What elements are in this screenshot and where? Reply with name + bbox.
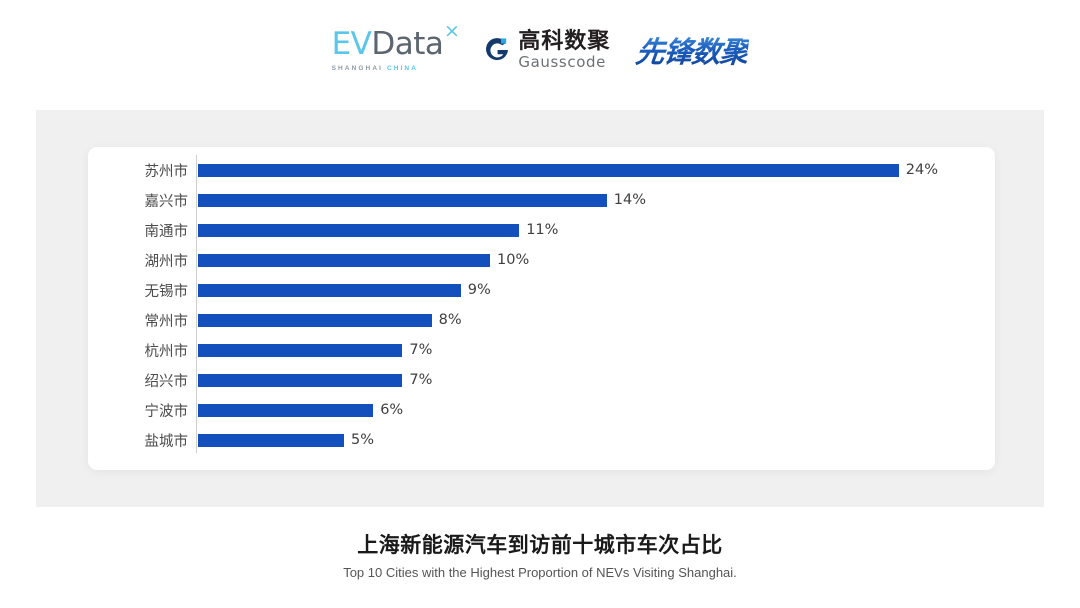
chart-bar[interactable] bbox=[198, 403, 374, 417]
chart-bar[interactable] bbox=[198, 253, 490, 267]
chart-bar-value: 24% bbox=[905, 162, 939, 178]
chart-bar-value: 6% bbox=[380, 402, 404, 418]
chart-axis-line bbox=[196, 155, 197, 453]
chart-bar-group: 5% bbox=[198, 425, 374, 455]
chart-row-label: 嘉兴市 bbox=[144, 193, 189, 210]
chart-rows: 苏州市 24% 嘉兴市 14% 南通市 11% 湖州市 10% 无锡市 9% 常州市 8% 杭州市 7% 绍… bbox=[88, 155, 995, 455]
chart-bar-value: 8% bbox=[438, 312, 462, 328]
chart-row: 盐城市 5% bbox=[88, 425, 995, 455]
gausscode-en-text: Gausscode bbox=[518, 52, 606, 71]
gausscode-logo: 高科数聚 Gausscode bbox=[483, 28, 611, 71]
chart-bar-value: 11% bbox=[526, 222, 559, 238]
chart-row: 嘉兴市 14% bbox=[88, 185, 995, 215]
chart-bar[interactable] bbox=[198, 223, 520, 237]
chart-bar-group: 7% bbox=[198, 335, 432, 365]
chart-row: 湖州市 10% bbox=[88, 245, 995, 275]
chart-bar-value: 14% bbox=[613, 192, 647, 208]
chart-row-label: 湖州市 bbox=[144, 253, 189, 270]
caption-subtitle: Top 10 Cities with the Highest Proportio… bbox=[343, 565, 737, 581]
chart-bar-group: 10% bbox=[198, 245, 529, 275]
chart-row-label: 宁波市 bbox=[144, 403, 189, 420]
chart-bar-group: 11% bbox=[198, 215, 558, 245]
logo-bar: EVData × SHANGHAI CHINA 高科数聚 Gausscode 先… bbox=[0, 21, 1080, 78]
chart-bar-value: 10% bbox=[497, 252, 530, 268]
chart-bar-value: 7% bbox=[409, 342, 433, 358]
chart-row-label: 南通市 bbox=[144, 223, 189, 240]
chart-caption: 上海新能源汽车到访前十城市车次占比 Top 10 Cities with the… bbox=[0, 532, 1080, 581]
chart-row: 无锡市 9% bbox=[88, 275, 995, 305]
chart-row: 绍兴市 7% bbox=[88, 365, 995, 395]
evdata-wordmark: EVData × bbox=[331, 21, 460, 62]
chart-bar[interactable] bbox=[198, 193, 607, 207]
chart-bar[interactable] bbox=[198, 343, 403, 357]
chart-card: 苏州市 24% 嘉兴市 14% 南通市 11% 湖州市 10% 无锡市 9% 常州市 8% 杭州市 7% 绍… bbox=[88, 147, 995, 470]
caption-title: 上海新能源汽车到访前十城市车次占比 bbox=[357, 533, 723, 557]
evdata-tagline-country: CHINA bbox=[386, 64, 419, 72]
chart-row: 杭州市 7% bbox=[88, 335, 995, 365]
chart-row-label: 常州市 bbox=[144, 313, 189, 330]
chart-row-label: 杭州市 bbox=[144, 343, 189, 360]
chart-row-label: 绍兴市 bbox=[144, 373, 189, 390]
chart-row: 宁波市 6% bbox=[88, 395, 995, 425]
chart-row-label: 苏州市 bbox=[144, 163, 189, 180]
chart-row: 苏州市 24% bbox=[88, 155, 995, 185]
chart-bar[interactable] bbox=[198, 283, 461, 297]
evdata-logo: EVData × SHANGHAI CHINA bbox=[331, 21, 460, 72]
chart-bar-value: 5% bbox=[351, 432, 375, 448]
chart-bar-value: 7% bbox=[409, 372, 433, 388]
chart-row: 南通市 11% bbox=[88, 215, 995, 245]
chart-bar-group: 8% bbox=[198, 305, 462, 335]
bar-chart: 苏州市 24% 嘉兴市 14% 南通市 11% 湖州市 10% 无锡市 9% 常州市 8% 杭州市 7% 绍… bbox=[88, 147, 995, 470]
chart-bar-value: 9% bbox=[467, 282, 491, 298]
chart-bar[interactable] bbox=[198, 163, 899, 177]
evdata-ev-text: EV bbox=[331, 25, 372, 62]
evdata-x-icon: × bbox=[443, 19, 460, 42]
chart-bar[interactable] bbox=[198, 373, 403, 387]
gausscode-cn-text: 高科数聚 bbox=[518, 28, 611, 54]
chart-bar-group: 6% bbox=[198, 395, 403, 425]
xianfeng-logo: 先锋数聚 bbox=[634, 29, 750, 71]
evdata-tagline: SHANGHAI CHINA bbox=[332, 65, 418, 72]
chart-bar-group: 9% bbox=[198, 275, 491, 305]
chart-row-label: 无锡市 bbox=[144, 283, 189, 300]
gausscode-wordmark: 高科数聚 Gausscode bbox=[518, 28, 611, 71]
chart-row: 常州市 8% bbox=[88, 305, 995, 335]
chart-row-label: 盐城市 bbox=[144, 433, 189, 450]
chart-bar-group: 7% bbox=[198, 365, 432, 395]
chart-bar-group: 24% bbox=[198, 155, 938, 185]
chart-bar[interactable] bbox=[198, 433, 344, 447]
gausscode-g-icon bbox=[483, 36, 511, 64]
chart-bar-group: 14% bbox=[198, 185, 646, 215]
chart-bar[interactable] bbox=[198, 313, 432, 327]
evdata-tagline-city: SHANGHAI bbox=[331, 64, 384, 72]
evdata-data-text: Data bbox=[371, 25, 444, 62]
